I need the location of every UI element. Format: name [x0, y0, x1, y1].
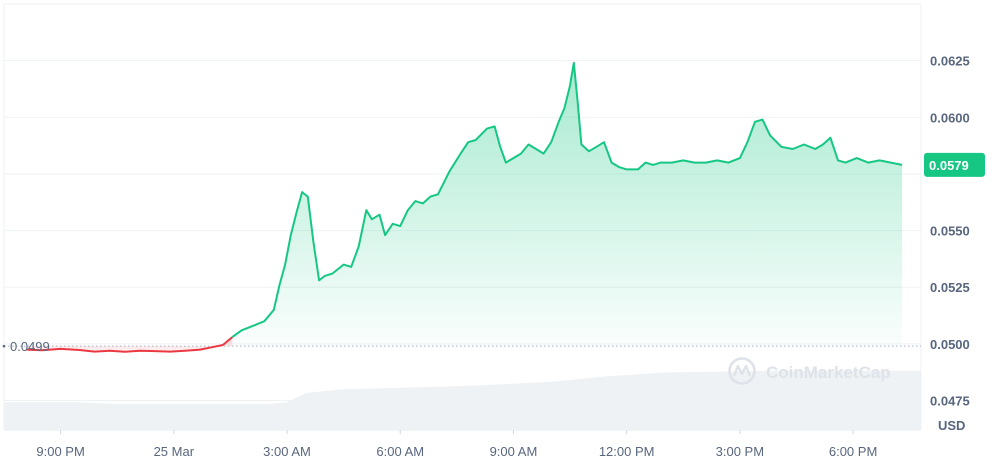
price-line[interactable]: [26, 61, 903, 353]
y-tick-label: 0.0475: [930, 394, 970, 409]
current-price-badge-bg: [924, 152, 985, 177]
coinmarketcap-logo-icon: [728, 357, 756, 385]
down-area-fill: [26, 337, 233, 352]
volume-area: [4, 370, 921, 430]
price-line-up[interactable]: [231, 61, 903, 338]
current-price-badge: 0.0579: [924, 152, 985, 177]
baseline-price-label: 0.0499: [10, 339, 50, 354]
x-tick-label: 3:00 AM: [263, 444, 311, 459]
current-price-badge-text: 0.0579: [929, 158, 969, 173]
y-tick-label: 0.0550: [930, 224, 970, 239]
y-tick-label: 0.0500: [930, 337, 970, 352]
watermark: CoinMarketCap: [728, 357, 891, 385]
y-axis: 0.0475 0.0500 0.0525 0.0550 0.0600 0.0625: [930, 54, 970, 409]
currency-label: USD: [938, 418, 965, 433]
baseline-label: 0.0499: [2, 339, 50, 354]
x-tick-label: 9:00 PM: [36, 444, 84, 459]
x-tick-label: 6:00 PM: [829, 444, 877, 459]
y-tick-label: 0.0525: [930, 280, 970, 295]
baseline-marker: [2, 344, 6, 348]
price-line-down[interactable]: [26, 336, 233, 353]
x-tick-label: 3:00 PM: [716, 444, 764, 459]
y-tick-label: 0.0625: [930, 54, 970, 69]
watermark-text: CoinMarketCap: [766, 363, 891, 382]
y-tick-label: 0.0600: [930, 110, 970, 125]
x-tick-label: 12:00 PM: [599, 444, 655, 459]
x-axis: 9:00 PM 25 Mar 3:00 AM 6:00 AM 9:00 AM 12:00 …: [36, 430, 877, 459]
x-tick-label: 6:00 AM: [376, 444, 424, 459]
volume-bars: [4, 370, 921, 430]
up-area-fill: [232, 62, 903, 347]
x-tick-label: 9:00 AM: [490, 444, 538, 459]
x-tick-label: 25 Mar: [154, 444, 195, 459]
price-area: [26, 62, 903, 352]
